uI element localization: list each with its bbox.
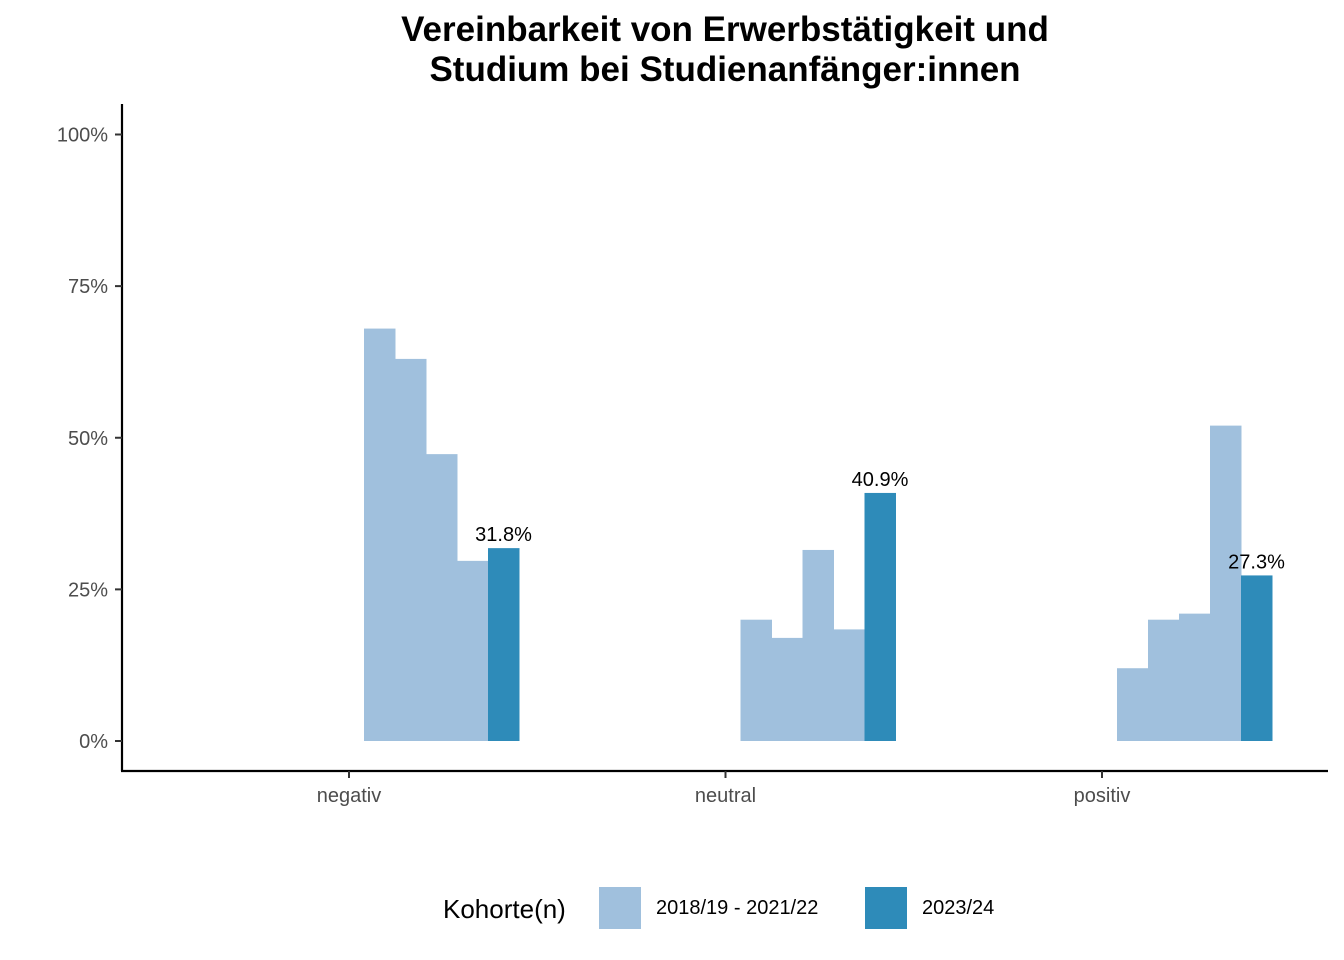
- data-label-neutral: 40.9%: [852, 469, 909, 491]
- y-tick-label: 0%: [79, 731, 108, 753]
- bar-positiv-2023-24: [1241, 575, 1273, 741]
- bar-group: [364, 328, 1273, 741]
- bar-neutral-2020-21: [802, 549, 834, 741]
- legend-label-2023-24: 2023/24: [922, 897, 995, 919]
- bar-positiv-2018-19: [1117, 668, 1149, 741]
- legend-swatch-2023-24: [865, 887, 907, 929]
- data-label-positiv: 27.3%: [1228, 551, 1285, 573]
- legend-title: Kohorte(n): [443, 894, 566, 924]
- y-tick-label: 75%: [68, 276, 108, 298]
- bar-positiv-2021-22: [1210, 425, 1242, 741]
- x-tick-group: negativ neutral positiv: [317, 771, 1131, 807]
- y-tick-label: 50%: [68, 428, 108, 450]
- data-label-group: 31.8% 40.9% 27.3%: [475, 469, 1285, 573]
- bar-negativ-2023-24: [488, 548, 520, 741]
- x-tick-label-positiv: positiv: [1074, 785, 1131, 807]
- y-tick-label: 25%: [68, 579, 108, 601]
- bar-positiv-2019-20: [1148, 619, 1180, 741]
- legend: Kohorte(n) 2018/19 - 2021/22 2023/24: [0, 886, 1344, 930]
- bar-negativ-2021-22: [457, 560, 489, 741]
- bar-negativ-2018-19: [364, 328, 396, 741]
- data-label-negativ: 31.8%: [475, 524, 532, 546]
- legend-swatch-2018-2022: [599, 887, 641, 929]
- bar-negativ-2019-20: [395, 358, 427, 741]
- legend-label-2018-2022: 2018/19 - 2021/22: [656, 897, 819, 919]
- x-tick-label-neutral: neutral: [695, 785, 756, 807]
- bar-neutral-2019-20: [771, 637, 803, 741]
- bar-neutral-2023-24: [864, 492, 896, 741]
- chart-title-line-2: Studium bei Studienanfänger:innen: [429, 50, 1021, 89]
- y-tick-label: 100%: [57, 125, 108, 147]
- y-tick-group: 0% 25% 50% 75% 100%: [57, 125, 122, 753]
- chart-title: Vereinbarkeit von Erwerbstätigkeit und S…: [122, 10, 1328, 90]
- bar-negativ-2020-21: [426, 454, 458, 741]
- bar-positiv-2020-21: [1179, 613, 1211, 741]
- x-tick-label-negativ: negativ: [317, 785, 382, 807]
- bar-neutral-2021-22: [833, 629, 865, 741]
- bar-neutral-2018-19: [740, 619, 772, 741]
- chart-title-line-1: Vereinbarkeit von Erwerbstätigkeit und: [401, 10, 1049, 49]
